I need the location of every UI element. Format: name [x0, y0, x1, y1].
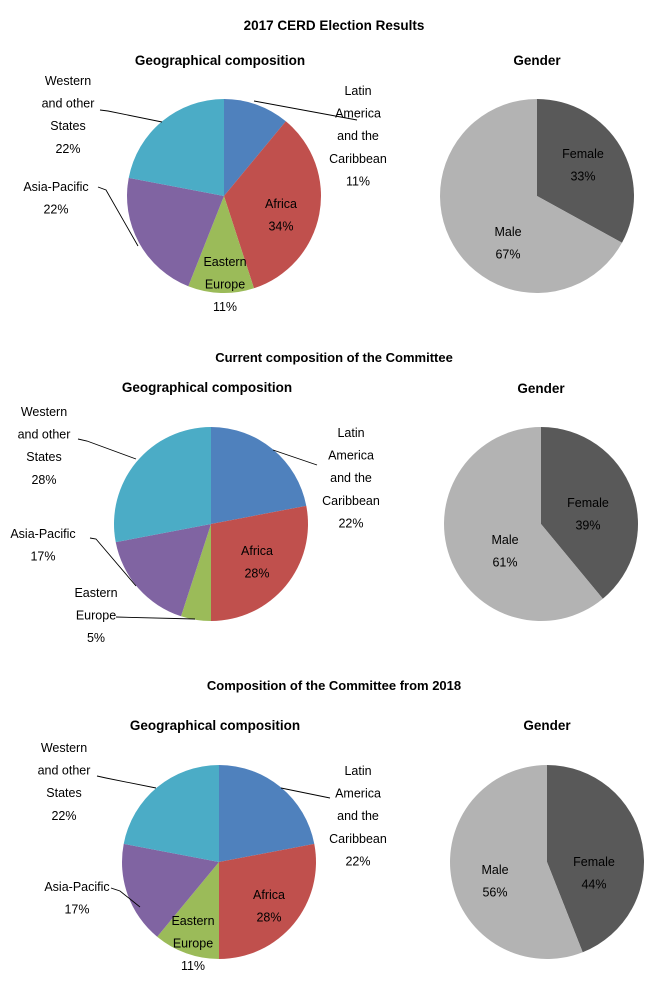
geo-pie-3-leader-asia-pacific: [110, 887, 141, 908]
geo-pie-1-label-eastern-europe: Eastern Europe 11%: [203, 255, 246, 314]
section-title-from-2018: Composition of the Committee from 2018: [207, 678, 461, 693]
geo-pie-3-leader-western-and-other-states: [96, 775, 157, 789]
gender-pie-3-slice-female: [547, 764, 645, 953]
geo-pie-1-leader-latin-america-and-the-caribbean: [253, 100, 358, 121]
gender-pie-3-title: Gender: [523, 718, 571, 733]
geo-pie-1-label-latin-america-and-the-caribbean: Latin America and the Caribbean 11%: [329, 84, 387, 188]
gender-pie-3-label-female: Female 44%: [573, 855, 615, 892]
geo-pie-2-label-latin-america-and-the-caribbean: Latin America and the Caribbean 22%: [322, 426, 380, 530]
gender-pie-1-label-female: Female 33%: [562, 147, 604, 184]
page-title: 2017 CERD Election Results: [244, 18, 425, 33]
geo-pie-2-leader-asia-pacific: [89, 537, 137, 587]
geo-pie-2-label-eastern-europe: Eastern Europe 5%: [74, 586, 117, 645]
gender-pie-2-slice-female: [541, 427, 638, 599]
geo-pie-2-label-western-and-other-states: Western and other States 28%: [18, 405, 71, 487]
geo-pie-3-leader-latin-america-and-the-caribbean: [280, 787, 331, 799]
geo-pie-1-title: Geographical composition: [135, 53, 305, 68]
gender-pie-1-title: Gender: [513, 53, 561, 68]
gender-pie-1-slice-female: [537, 99, 634, 243]
geo-pie-3-label-africa: Africa 28%: [253, 888, 285, 925]
geo-pie-3-slice-eastern-europe: [157, 862, 219, 959]
geo-pie-2-leader-latin-america-and-the-caribbean: [272, 449, 318, 466]
geo-pie-3-slice-asia-pacific: [122, 843, 219, 937]
geo-pie-3-label-western-and-other-states: Western and other States 22%: [38, 741, 91, 823]
geo-pie-1-leader-asia-pacific: [97, 186, 139, 247]
geo-pie-2-slice-latin-america-and-the-caribbean: [211, 427, 307, 524]
geo-pie-2-slice-eastern-europe: [181, 524, 211, 621]
geo-pie-3-title: Geographical composition: [130, 718, 300, 733]
geo-pie-3-slice-latin-america-and-the-caribbean: [219, 765, 315, 862]
geo-pie-2-slice-africa: [211, 505, 308, 621]
geo-pie-2-leader-western-and-other-states: [77, 438, 137, 460]
gender-pie-2-label-female: Female 39%: [567, 496, 609, 533]
geo-pie-3-slice-africa: [219, 843, 316, 959]
geo-pie-1-label-africa: Africa 34%: [265, 197, 297, 234]
gender-pie-3-slice-male: [450, 765, 583, 959]
gender-pie-2-slice-male: [444, 427, 603, 622]
geo-pie-2-title: Geographical composition: [122, 380, 292, 395]
geo-pie-1-label-western-and-other-states: Western and other States 22%: [42, 74, 95, 156]
gender-pie-1-slice-male: [439, 99, 622, 294]
geo-pie-2-leader-eastern-europe: [115, 616, 196, 620]
gender-pie-3-label-male: Male 56%: [481, 863, 508, 900]
gender-pie-2-label-male: Male 61%: [491, 533, 518, 570]
geo-pie-2-label-asia-pacific: Asia-Pacific 17%: [10, 527, 75, 564]
geo-pie-1-slice-asia-pacific: [127, 177, 224, 287]
geo-pie-1-slice-eastern-europe: [188, 196, 254, 293]
geo-pie-1-slice-latin-america-and-the-caribbean: [224, 99, 286, 196]
geo-pie-2-slice-asia-pacific: [115, 524, 211, 617]
geo-pie-2-slice-western-and-other-states: [114, 427, 211, 543]
geo-pie-1-label-asia-pacific: Asia-Pacific 22%: [23, 180, 88, 217]
geo-pie-3-label-latin-america-and-the-caribbean: Latin America and the Caribbean 22%: [329, 764, 387, 868]
section-title-current: Current composition of the Committee: [215, 350, 453, 365]
geo-pie-3-label-eastern-europe: Eastern Europe 11%: [171, 914, 214, 973]
geo-pie-2-label-africa: Africa 28%: [241, 544, 273, 581]
gender-pie-1-label-male: Male 67%: [494, 225, 521, 262]
geo-pie-1-leader-western-and-other-states: [99, 109, 163, 123]
geo-pie-1-slice-western-and-other-states: [128, 99, 224, 196]
geo-pie-1-slice-africa: [224, 121, 321, 289]
gender-pie-2-title: Gender: [517, 381, 565, 396]
geo-pie-3-slice-western-and-other-states: [123, 765, 219, 862]
geo-pie-3-label-asia-pacific: Asia-Pacific 17%: [44, 880, 109, 917]
